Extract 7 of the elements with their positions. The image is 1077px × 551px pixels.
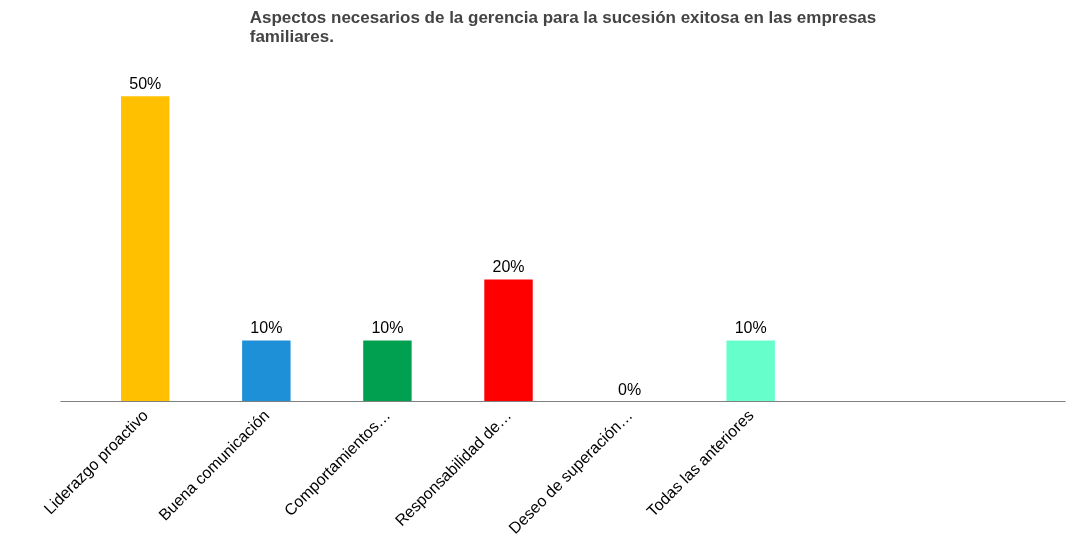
chart-title: Aspectos necesarios de la gerencia para la sucesión exitosa en las empresas familiares.: [249, 7, 877, 46]
data-label: 10%: [734, 319, 767, 337]
data-label: 50%: [129, 75, 162, 93]
data-label: 0%: [618, 380, 642, 398]
data-label: 20%: [492, 258, 525, 276]
data-label: 10%: [371, 319, 404, 337]
data-label: 10%: [250, 319, 283, 337]
